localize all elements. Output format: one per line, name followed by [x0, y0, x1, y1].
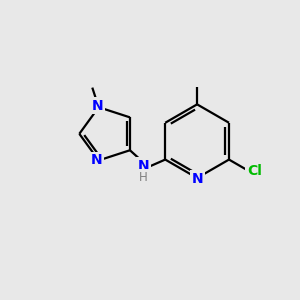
Text: Cl: Cl	[247, 164, 262, 178]
Text: H: H	[140, 171, 148, 184]
Text: N: N	[191, 172, 203, 186]
Text: N: N	[137, 159, 149, 173]
Text: N: N	[92, 99, 103, 113]
Text: N: N	[91, 153, 102, 167]
